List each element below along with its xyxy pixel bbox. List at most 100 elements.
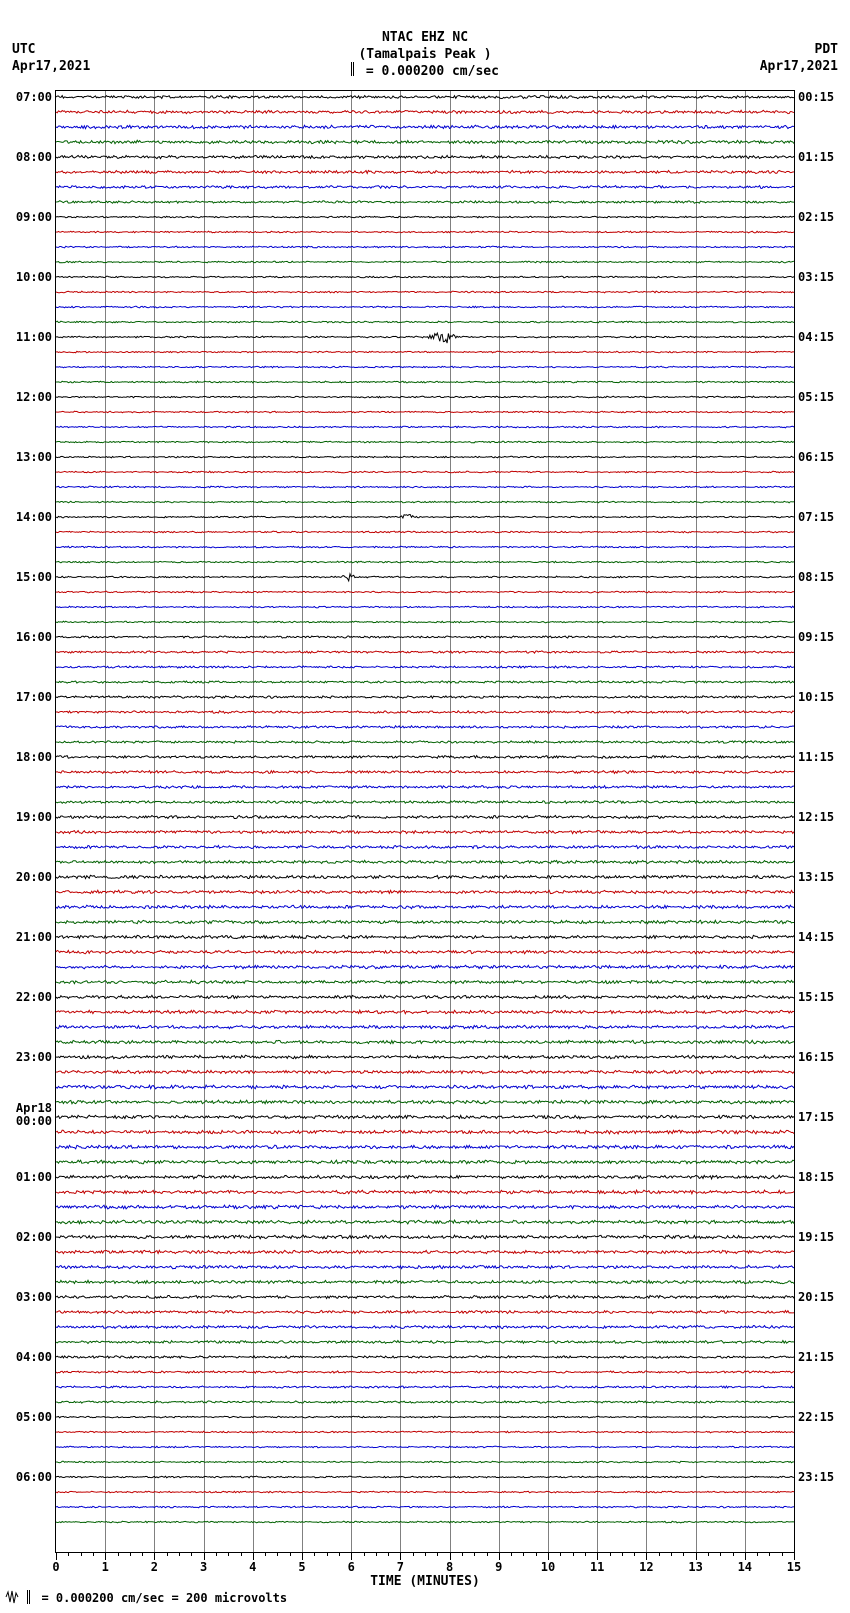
local-hour-label: 07:15 bbox=[798, 510, 834, 524]
x-tick bbox=[314, 1552, 315, 1556]
local-hour-label: 13:15 bbox=[798, 870, 834, 884]
x-tick bbox=[302, 1552, 303, 1560]
x-tick bbox=[351, 1552, 352, 1560]
x-tick bbox=[794, 1552, 795, 1560]
x-tick bbox=[769, 1552, 770, 1556]
x-tick bbox=[191, 1552, 192, 1556]
utc-hour-label: 09:00 bbox=[16, 210, 52, 224]
x-tick-label: 15 bbox=[787, 1560, 801, 1574]
x-tick bbox=[536, 1552, 537, 1556]
local-hour-label: 17:15 bbox=[798, 1110, 834, 1124]
x-tick bbox=[720, 1552, 721, 1556]
scale-note: = 0.000200 cm/sec bbox=[0, 64, 850, 81]
x-tick bbox=[290, 1552, 291, 1556]
utc-hour-label: Apr18 bbox=[16, 1101, 52, 1115]
x-tick bbox=[610, 1552, 611, 1556]
x-tick-label: 7 bbox=[397, 1560, 404, 1574]
utc-hour-label: 14:00 bbox=[16, 510, 52, 524]
x-tick bbox=[388, 1552, 389, 1556]
utc-hour-label: 06:00 bbox=[16, 1470, 52, 1484]
seismic-trace bbox=[56, 1512, 794, 1532]
x-tick bbox=[573, 1552, 574, 1556]
local-hour-label: 01:15 bbox=[798, 150, 834, 164]
local-hour-label: 06:15 bbox=[798, 450, 834, 464]
x-tick bbox=[327, 1552, 328, 1556]
x-tick bbox=[179, 1552, 180, 1556]
utc-hour-label: 03:00 bbox=[16, 1290, 52, 1304]
x-tick bbox=[548, 1552, 549, 1560]
x-tick bbox=[93, 1552, 94, 1556]
x-tick-label: 11 bbox=[590, 1560, 604, 1574]
x-tick bbox=[118, 1552, 119, 1556]
x-tick bbox=[204, 1552, 205, 1560]
station-code: NTAC EHZ NC bbox=[0, 30, 850, 47]
utc-hour-label: 16:00 bbox=[16, 630, 52, 644]
x-tick bbox=[634, 1552, 635, 1556]
station-name: (Tamalpais Peak ) bbox=[0, 47, 850, 64]
seismogram-plot: 0123456789101112131415TIME (MINUTES)07:0… bbox=[55, 90, 795, 1553]
x-axis-title: TIME (MINUTES) bbox=[370, 1574, 480, 1589]
x-tick-label: 12 bbox=[639, 1560, 653, 1574]
local-hour-label: 18:15 bbox=[798, 1170, 834, 1184]
utc-hour-label: 01:00 bbox=[16, 1170, 52, 1184]
local-hour-label: 14:15 bbox=[798, 930, 834, 944]
utc-hour-label: 15:00 bbox=[16, 570, 52, 584]
x-tick bbox=[437, 1552, 438, 1556]
local-hour-label: 12:15 bbox=[798, 810, 834, 824]
x-tick bbox=[376, 1552, 377, 1556]
x-tick bbox=[68, 1552, 69, 1556]
utc-hour-label: 07:00 bbox=[16, 90, 52, 104]
utc-hour-label: 20:00 bbox=[16, 870, 52, 884]
x-tick bbox=[142, 1552, 143, 1556]
scale-bar-icon bbox=[351, 62, 354, 76]
utc-hour-label: 23:00 bbox=[16, 1050, 52, 1064]
utc-hour-label: 19:00 bbox=[16, 810, 52, 824]
x-tick bbox=[646, 1552, 647, 1560]
local-hour-label: 05:15 bbox=[798, 390, 834, 404]
utc-hour-label: 02:00 bbox=[16, 1230, 52, 1244]
header: NTAC EHZ NC (Tamalpais Peak ) = 0.000200… bbox=[0, 30, 850, 81]
x-tick bbox=[733, 1552, 734, 1556]
x-tick-label: 14 bbox=[738, 1560, 752, 1574]
utc-hour-label: 11:00 bbox=[16, 330, 52, 344]
utc-hour-label: 05:00 bbox=[16, 1410, 52, 1424]
x-tick-label: 2 bbox=[151, 1560, 158, 1574]
x-tick bbox=[523, 1552, 524, 1556]
footer-bar-icon bbox=[27, 1590, 30, 1604]
local-hour-label: 16:15 bbox=[798, 1050, 834, 1064]
x-tick bbox=[154, 1552, 155, 1560]
x-tick bbox=[683, 1552, 684, 1556]
local-hour-label: 10:15 bbox=[798, 690, 834, 704]
x-tick-label: 10 bbox=[541, 1560, 555, 1574]
x-tick-label: 9 bbox=[495, 1560, 502, 1574]
local-hour-label: 00:15 bbox=[798, 90, 834, 104]
x-tick bbox=[130, 1552, 131, 1556]
x-tick bbox=[511, 1552, 512, 1556]
utc-hour-label: 10:00 bbox=[16, 270, 52, 284]
x-tick bbox=[253, 1552, 254, 1560]
x-tick bbox=[474, 1552, 475, 1556]
x-tick-label: 3 bbox=[200, 1560, 207, 1574]
x-tick-label: 1 bbox=[102, 1560, 109, 1574]
x-tick bbox=[364, 1552, 365, 1556]
x-tick bbox=[696, 1552, 697, 1560]
x-tick bbox=[782, 1552, 783, 1556]
local-hour-label: 02:15 bbox=[798, 210, 834, 224]
x-tick bbox=[659, 1552, 660, 1556]
x-tick bbox=[757, 1552, 758, 1556]
scale-text: = 0.000200 cm/sec bbox=[366, 64, 499, 79]
x-tick bbox=[339, 1552, 340, 1556]
x-tick-label: 0 bbox=[52, 1560, 59, 1574]
x-tick-label: 5 bbox=[298, 1560, 305, 1574]
x-tick bbox=[560, 1552, 561, 1556]
footer: = 0.000200 cm/sec = 200 microvolts bbox=[4, 1590, 287, 1607]
local-hour-label: 08:15 bbox=[798, 570, 834, 584]
x-tick bbox=[462, 1552, 463, 1556]
x-tick-label: 4 bbox=[249, 1560, 256, 1574]
local-hour-label: 21:15 bbox=[798, 1350, 834, 1364]
x-tick bbox=[425, 1552, 426, 1556]
utc-hour-label: 13:00 bbox=[16, 450, 52, 464]
x-tick bbox=[499, 1552, 500, 1560]
x-tick bbox=[745, 1552, 746, 1560]
x-tick bbox=[167, 1552, 168, 1556]
